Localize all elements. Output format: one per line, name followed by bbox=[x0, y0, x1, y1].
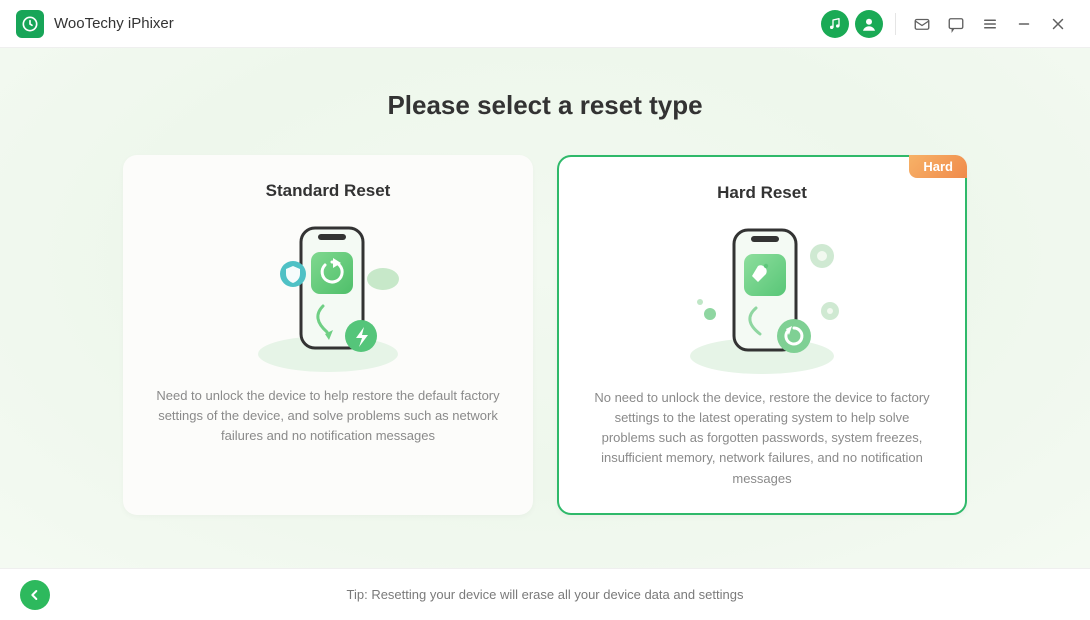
music-transfer-icon[interactable] bbox=[821, 10, 849, 38]
hard-reset-card[interactable]: Hard Hard Reset bbox=[557, 155, 967, 515]
standard-reset-title: Standard Reset bbox=[149, 181, 507, 201]
hard-reset-title: Hard Reset bbox=[585, 183, 939, 203]
reset-type-cards: Standard Reset bbox=[0, 155, 1090, 515]
footer-tip: Tip: Resetting your device will erase al… bbox=[0, 587, 1090, 602]
close-icon[interactable] bbox=[1044, 10, 1072, 38]
mail-icon[interactable] bbox=[908, 10, 936, 38]
back-button[interactable] bbox=[20, 580, 50, 610]
app-logo bbox=[16, 10, 44, 38]
hard-badge: Hard bbox=[909, 155, 967, 178]
minimize-icon[interactable] bbox=[1010, 10, 1038, 38]
hard-reset-description: No need to unlock the device, restore th… bbox=[585, 388, 939, 489]
app-title: WooTechy iPhixer bbox=[54, 15, 174, 32]
titlebar: WooTechy iPhixer bbox=[0, 0, 1090, 48]
titlebar-divider bbox=[895, 13, 896, 35]
hard-reset-illustration bbox=[585, 213, 939, 388]
content-area: Please select a reset type Standard Rese… bbox=[0, 48, 1090, 568]
feedback-icon[interactable] bbox=[942, 10, 970, 38]
menu-icon[interactable] bbox=[976, 10, 1004, 38]
standard-reset-description: Need to unlock the device to help restor… bbox=[149, 386, 507, 446]
standard-reset-illustration bbox=[149, 211, 507, 386]
account-icon[interactable] bbox=[855, 10, 883, 38]
standard-reset-card[interactable]: Standard Reset bbox=[123, 155, 533, 515]
page-title: Please select a reset type bbox=[0, 48, 1090, 121]
footer: Tip: Resetting your device will erase al… bbox=[0, 568, 1090, 620]
